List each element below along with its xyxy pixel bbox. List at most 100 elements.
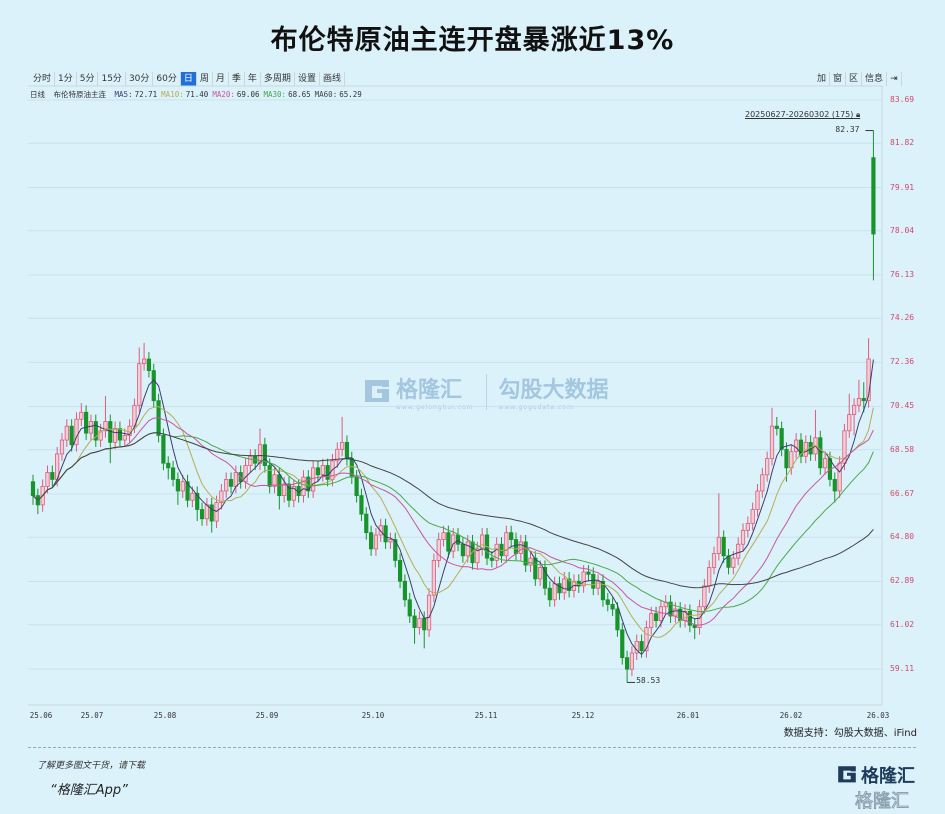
candle-up bbox=[842, 430, 847, 464]
footer-text: 了解更多图文干货，请下载 bbox=[37, 761, 146, 771]
y-tick-label: 83.69 bbox=[890, 95, 915, 104]
candle-up bbox=[552, 583, 557, 601]
period-tab-0[interactable]: 分时 bbox=[30, 72, 56, 86]
candle-down bbox=[533, 557, 538, 580]
brand-logo-outline: 格隆汇 bbox=[855, 791, 910, 813]
candle-up bbox=[494, 543, 499, 561]
candle-up bbox=[711, 553, 717, 568]
candle-up bbox=[59, 439, 65, 455]
min-price-label: 58.53 bbox=[636, 676, 661, 686]
candle-down bbox=[591, 573, 596, 589]
candle-up bbox=[417, 617, 422, 628]
candle-down bbox=[861, 397, 866, 402]
candle-down bbox=[262, 444, 267, 466]
candle-down bbox=[146, 358, 152, 372]
candle-up bbox=[441, 532, 446, 540]
candle-down bbox=[692, 624, 697, 628]
period-tab-5[interactable]: 60分 bbox=[153, 72, 181, 86]
gelonghui-logo-icon bbox=[365, 379, 389, 402]
period-tab-4[interactable]: 30分 bbox=[126, 72, 154, 86]
chart-tool-2[interactable]: 区 bbox=[846, 72, 863, 86]
period-tab-9[interactable]: 季 bbox=[229, 72, 245, 86]
candle-up bbox=[137, 363, 142, 406]
y-tick-label: 68.58 bbox=[890, 444, 915, 454]
candle-up bbox=[750, 509, 755, 524]
period-label: 日线 bbox=[30, 90, 45, 99]
chart-tool-3[interactable]: 信息 bbox=[862, 72, 888, 86]
candle-up bbox=[658, 606, 664, 622]
x-tick-label: 25.11 bbox=[474, 711, 498, 720]
candle-up bbox=[765, 458, 770, 476]
x-tick-label: 25.08 bbox=[153, 711, 177, 720]
ma-legend-label: MA5: bbox=[114, 90, 133, 99]
candle-down bbox=[354, 476, 359, 497]
candle-up bbox=[794, 439, 799, 453]
x-tick-label: 26.03 bbox=[866, 711, 890, 720]
footer-app-name: “格隆汇App” bbox=[50, 783, 128, 798]
period-tab-3[interactable]: 15分 bbox=[98, 72, 126, 86]
divider bbox=[28, 747, 916, 748]
x-tick-label: 25.12 bbox=[571, 711, 595, 720]
ma-legend-label: MA60: bbox=[314, 90, 338, 99]
candle-up bbox=[769, 425, 775, 459]
period-tab-12[interactable]: 设置 bbox=[295, 72, 320, 86]
y-tick-label: 70.45 bbox=[890, 401, 915, 411]
candle-down bbox=[383, 525, 388, 543]
x-tick-label: 25.06 bbox=[29, 711, 53, 720]
candle-up bbox=[702, 585, 707, 608]
watermark-brand: 格隆汇 bbox=[396, 378, 463, 403]
candle-down bbox=[455, 534, 461, 545]
period-tab-10[interactable]: 年 bbox=[245, 72, 261, 86]
period-tab-11[interactable]: 多周期 bbox=[261, 72, 295, 86]
chart-tool-4[interactable]: ⇥ bbox=[887, 72, 902, 86]
period-tab-2[interactable]: 5分 bbox=[77, 72, 99, 86]
candle-up bbox=[465, 541, 470, 557]
candle-down bbox=[199, 509, 205, 520]
candle-down bbox=[615, 608, 620, 631]
candle-down bbox=[50, 472, 55, 480]
candle-up bbox=[562, 578, 567, 594]
candle-down bbox=[832, 479, 837, 492]
candle-up bbox=[373, 534, 379, 550]
chart-tool-0[interactable]: 加 bbox=[814, 72, 831, 86]
ma-legend-label: MA30: bbox=[263, 90, 287, 99]
candle-down bbox=[117, 428, 123, 441]
ma-legend-value: 65.29 bbox=[339, 90, 362, 99]
period-tab-7[interactable]: 周 bbox=[197, 72, 213, 86]
period-tab-6[interactable]: 日 bbox=[180, 72, 197, 86]
candle-down bbox=[69, 425, 74, 446]
candle-down bbox=[393, 539, 398, 561]
data-source: 数据支持：勾股大数据、iFind bbox=[783, 728, 917, 739]
candle-up bbox=[731, 557, 736, 568]
ma5-line bbox=[32, 359, 874, 656]
candle-down bbox=[687, 610, 692, 626]
candle-down bbox=[185, 481, 190, 501]
candle-down bbox=[513, 539, 519, 554]
candle-down bbox=[325, 465, 330, 480]
candle-down bbox=[209, 504, 214, 522]
x-tick-label: 25.07 bbox=[80, 711, 104, 720]
y-tick-label: 59.11 bbox=[890, 664, 915, 673]
candle-up bbox=[388, 539, 393, 543]
date-range-label[interactable]: 20250627-20260302 (175) 🔒︎ bbox=[745, 110, 860, 120]
candle-up bbox=[335, 448, 340, 462]
ma-legend-value: 72.71 bbox=[134, 90, 158, 99]
period-tab-8[interactable]: 月 bbox=[213, 72, 229, 86]
lock-icon[interactable]: 🔒︎ bbox=[855, 110, 861, 119]
candle-down bbox=[93, 421, 98, 441]
date-range-text: 20250627-20260302 (175) bbox=[745, 110, 854, 119]
ma-values: MA5: 72.71 MA10: 71.40 MA20: 69.06 MA30: 68.65 M… bbox=[115, 90, 366, 99]
y-tick-label: 81.82 bbox=[890, 138, 915, 148]
candle-down bbox=[166, 462, 171, 469]
instrument-name: 布伦特原油主连 bbox=[53, 90, 107, 99]
period-tab-13[interactable]: 画线 bbox=[320, 72, 345, 86]
ma-legend: 日线 布伦特原油主连 MA5: 72.71 MA10: 71.40 MA20: 69.06… bbox=[30, 89, 370, 100]
x-tick-label: 26.02 bbox=[779, 711, 803, 720]
candle-up bbox=[311, 467, 316, 492]
chart-tool-1[interactable]: 窗 bbox=[830, 72, 847, 86]
period-tab-1[interactable]: 1分 bbox=[55, 72, 77, 86]
candle-up bbox=[45, 472, 50, 487]
candle-down bbox=[422, 617, 427, 631]
y-tick-label: 62.89 bbox=[890, 576, 915, 586]
candle-up bbox=[528, 557, 533, 566]
